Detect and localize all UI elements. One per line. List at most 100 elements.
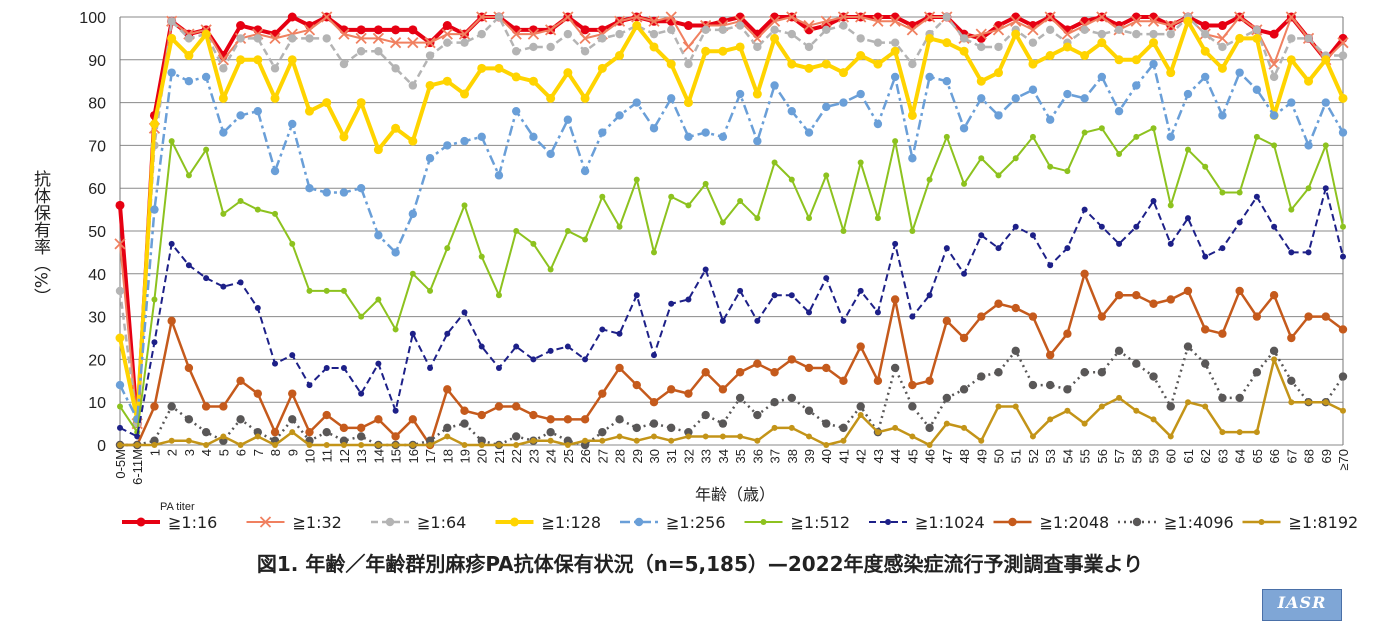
data-point [201,402,211,411]
legend-marker [1008,517,1017,527]
x-tick-label: 11 [320,449,335,463]
data-point [995,403,1002,410]
data-point [926,176,933,183]
data-point [237,442,244,448]
x-tick-label: 37 [768,449,783,463]
data-point [1253,193,1260,200]
data-point [977,372,986,381]
data-point [254,433,261,440]
data-point [649,398,659,407]
data-point [530,437,537,444]
data-point [788,176,795,183]
data-point [821,59,831,69]
data-point [1080,94,1089,103]
data-point [1271,356,1278,363]
data-point [1288,399,1295,406]
data-point [563,29,573,39]
data-point [701,128,710,137]
x-tick-label: 58 [1129,449,1144,463]
data-point [1322,185,1329,192]
data-point [322,34,331,43]
data-point [220,433,227,440]
data-point [771,159,778,166]
data-point [1287,98,1296,107]
data-point [1338,93,1348,103]
data-point [1218,111,1227,120]
data-point [544,24,557,36]
data-point [185,172,192,179]
data-point [650,352,657,359]
data-point [1064,407,1071,414]
y-axis-title: 抗体保有率（%） [30,170,51,305]
data-point [1062,42,1072,52]
data-point [768,15,781,27]
data-point [754,437,761,444]
data-point [1269,29,1279,39]
data-point [1047,163,1054,170]
data-point [580,166,590,176]
data-point [374,415,383,424]
x-tick-label: 15 [389,449,404,463]
data-point [822,102,831,112]
data-point [684,132,693,142]
legend-item: ≧1:2048 [993,513,1109,532]
data-point [1235,286,1244,296]
data-point [1285,11,1297,23]
data-point [408,136,418,146]
data-point [925,33,935,43]
data-point [511,432,521,441]
data-point [460,38,469,47]
data-point [633,437,640,444]
data-point [1340,223,1346,230]
data-point [856,51,866,61]
data-point [253,427,263,437]
data-point [272,442,279,448]
data-point [1081,129,1088,136]
data-point [822,419,831,428]
data-point [528,76,538,86]
x-tick-label: 22 [509,449,524,463]
data-point [806,433,813,440]
data-point [942,77,952,86]
data-point [994,299,1003,308]
data-point [1149,29,1158,39]
data-point [461,202,468,209]
x-tick-label: 62 [1198,449,1213,463]
x-tick-label: 34 [716,449,731,463]
data-point [201,72,211,82]
data-point [1133,223,1140,230]
data-point [1288,249,1295,256]
data-point [1080,51,1090,61]
data-point [719,433,726,440]
data-point [305,184,314,193]
data-point [839,376,848,385]
legend-item: ≧1:128 [495,513,601,532]
data-point [340,364,347,371]
data-point [649,29,659,39]
x-tick-label: 68 [1302,449,1317,463]
data-point [992,24,1005,36]
data-point [253,106,263,116]
data-point [632,98,641,107]
data-point [1253,133,1260,140]
data-point [1202,163,1209,170]
series-line [118,62,1345,421]
data-point [873,38,883,47]
data-point [305,34,314,43]
data-point [270,166,280,176]
series-line [119,16,1344,425]
data-point [616,330,623,337]
data-point [563,68,573,78]
data-point [665,11,677,23]
x-axis-title: 年齢（歳） [695,485,775,504]
series-1-256 [115,59,1348,424]
x-tick-label: 35 [733,449,748,463]
data-point [513,442,520,448]
x-tick-label: 52 [1026,449,1041,463]
data-point [1045,51,1055,61]
data-point [787,59,797,69]
data-point [409,270,416,277]
data-point [270,93,280,103]
data-point [650,433,657,440]
data-point [582,236,589,243]
